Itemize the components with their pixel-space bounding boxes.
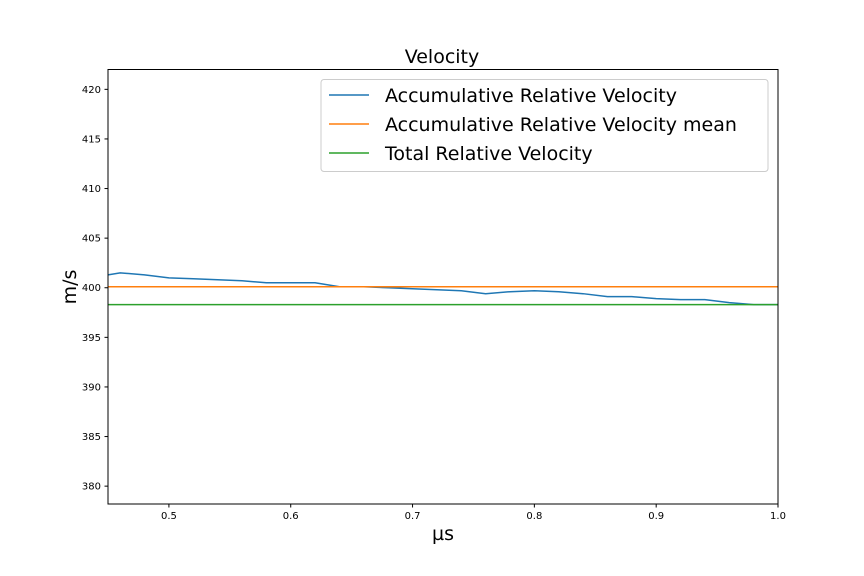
- legend-box: [320, 79, 769, 172]
- legend-label-1: Accumulative Relative Velocity: [385, 85, 677, 107]
- legend-label-3: Total Relative Velocity: [384, 143, 593, 165]
- x-tick-label: 0.9: [648, 511, 664, 522]
- y-tick-label: 390: [82, 382, 101, 393]
- y-axis-label: m/s: [59, 270, 81, 305]
- x-tick-label: 0.8: [526, 511, 542, 522]
- series-line-1: [107, 272, 778, 306]
- y-tick-label: 380: [82, 482, 101, 493]
- y-tick-label: 385: [82, 432, 101, 443]
- series-layer: [107, 272, 778, 306]
- x-tick-label: 0.5: [161, 511, 177, 522]
- x-axis-ticks: 0.5 0.6 0.7 0.8 0.9 1.0: [161, 504, 786, 522]
- legend-label-2: Accumulative Relative Velocity mean: [385, 114, 737, 136]
- legend-entries: Accumulative Relative Velocity Accumulati…: [329, 85, 737, 165]
- y-tick-label: 415: [82, 134, 101, 145]
- plot-area-frame: [107, 69, 779, 505]
- y-tick-label: 410: [82, 184, 101, 195]
- y-tick-label: 400: [82, 283, 101, 294]
- x-tick-label: 0.6: [283, 511, 299, 522]
- y-tick-label: 420: [82, 85, 101, 96]
- y-axis-ticks: 380 385 390 395 400 405 410 415 420: [82, 85, 108, 493]
- x-tick-label: 0.7: [405, 511, 421, 522]
- x-axis-label: µs: [432, 523, 454, 545]
- y-tick-label: 405: [82, 234, 101, 245]
- legend: Accumulative Relative Velocity Accumulati…: [320, 79, 769, 172]
- x-tick-label: 1.0: [770, 511, 786, 522]
- y-tick-label: 395: [82, 333, 101, 344]
- chart-title: Velocity: [405, 46, 480, 68]
